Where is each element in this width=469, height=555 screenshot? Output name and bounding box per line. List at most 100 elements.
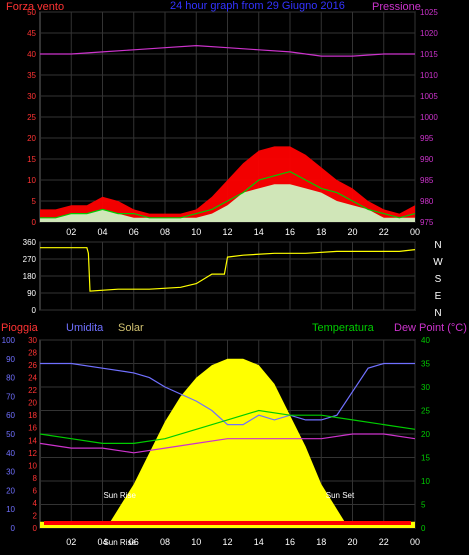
pressure-y-tick: 1005 (420, 92, 438, 101)
pressure-y-tick: 1015 (420, 50, 438, 59)
pressure-y-tick: 990 (420, 155, 434, 164)
wind-x-tick: 06 (129, 227, 139, 237)
wind-y-tick: 10 (27, 176, 36, 185)
direction-y-tick-labels: 0 90 180 270 360 (23, 238, 37, 315)
humidity-y-tick: 18 (28, 411, 37, 420)
temperature-x-tick: 02 (66, 537, 76, 547)
rain-y-tick: 50 (6, 430, 15, 439)
humidity-y-tick: 30 (28, 336, 37, 345)
wind-y-tick-labels: 0 5 10 15 20 25 30 35 40 45 50 (27, 8, 36, 227)
temperature-y-tick: 15 (421, 454, 430, 463)
temperature-x-tick: 18 (316, 537, 326, 547)
temperature-x-tick: 22 (379, 537, 389, 547)
humidity-line (40, 362, 415, 426)
pressure-y-tick: 985 (420, 176, 434, 185)
humidity-y-tick: 0 (33, 524, 38, 533)
wind-x-tick: 04 (97, 227, 107, 237)
sun-rise-label: Sun Rise (103, 491, 136, 500)
wind-y-tick: 25 (27, 113, 36, 122)
wind-speed-line (40, 170, 416, 219)
rain-y-tick: 70 (6, 392, 15, 401)
humidity-y-tick: 10 (28, 461, 37, 470)
wind-y-tick: 30 (27, 92, 36, 101)
pressure-y-tick-labels: 975 980 985 990 995 1000 1005 1010 1015 1020 1025 (420, 8, 438, 227)
temperature-x-tick: 10 (191, 537, 201, 547)
pressure-y-tick: 1000 (420, 113, 438, 122)
rain-y-tick: 40 (6, 449, 15, 458)
temperature-y-tick: 0 (421, 524, 426, 533)
rain-y-tick: 80 (6, 374, 15, 383)
wind-y-tick: 45 (27, 29, 36, 38)
rain-y-tick: 20 (6, 486, 15, 495)
temperature-x-tick: 12 (222, 537, 232, 547)
rain-y-tick: 30 (6, 468, 15, 477)
temperature-y-tick: 5 (421, 501, 426, 510)
wind-x-tick: 14 (254, 227, 264, 237)
humidity-y-tick: 8 (33, 474, 38, 483)
wind-direction-line (40, 247, 416, 292)
temperature-line (39, 409, 416, 444)
legend-item: Pioggia (1, 322, 39, 334)
wind-x-tick: 22 (379, 227, 389, 237)
humidity-y-tick: 24 (28, 374, 37, 383)
chart-title: 24 hour graph from 29 Giugno 2016 (170, 0, 345, 12)
wind-x-tick: 02 (66, 227, 76, 237)
pressure-y-tick: 1025 (420, 8, 438, 17)
compass-label: E (435, 291, 442, 302)
temperature-x-tick: 00 (410, 537, 420, 547)
temperature-x-tick: 20 (347, 537, 357, 547)
pressure-line (40, 44, 415, 57)
rain-y-tick: 100 (2, 336, 16, 345)
wind-x-tick: 20 (347, 227, 357, 237)
pressure-axis-title: Pressione (372, 1, 421, 13)
temperature-y-tick: 25 (421, 407, 430, 416)
humidity-y-tick: 12 (28, 449, 37, 458)
compass-label: S (435, 274, 442, 285)
humidity-y-tick: 16 (28, 424, 37, 433)
wind-y-tick: 20 (27, 134, 36, 143)
humidity-y-tick: 6 (33, 486, 38, 495)
wind-axis-title: Forza vento (6, 1, 64, 13)
compass-label: W (433, 257, 443, 268)
sun-rise-axis-label: Sun Rise (103, 538, 136, 547)
humidity-y-tick: 28 (28, 349, 37, 358)
temperature-y-tick: 35 (421, 360, 430, 369)
direction-y-tick: 180 (23, 272, 37, 281)
wind-y-tick: 40 (27, 50, 36, 59)
solar-area-fill (40, 358, 415, 528)
temperature-x-tick-labels: 02 04 06 08 10 12 14 16 18 20 22 00 (66, 537, 420, 547)
wind-y-tick: 15 (27, 155, 36, 164)
humidity-y-tick: 2 (33, 511, 38, 520)
rain-y-tick: 0 (11, 524, 16, 533)
temperature-series (39, 362, 416, 525)
humidity-y-tick: 26 (28, 361, 37, 370)
wind-x-tick: 10 (191, 227, 201, 237)
humidity-y-tick: 22 (28, 386, 37, 395)
temperature-x-tick: 14 (254, 537, 264, 547)
wind-y-tick: 5 (32, 197, 37, 206)
wind-x-tick: 16 (285, 227, 295, 237)
temperature-y-tick: 30 (421, 383, 430, 392)
temperature-x-tick: 16 (285, 537, 295, 547)
pressure-y-tick: 995 (420, 134, 434, 143)
temperature-legend: Pioggia Umidita Solar Temperatura Dew Point … (1, 322, 467, 334)
legend-item: Umidita (66, 322, 104, 334)
sun-set-label: Sun Set (326, 491, 355, 500)
sun-annotations: Sun Rise Sun Rise Sun Set (103, 491, 355, 547)
temperature-x-tick: 08 (160, 537, 170, 547)
rain-y-tick: 60 (6, 411, 15, 420)
pressure-y-tick: 980 (420, 197, 434, 206)
compass-label: N (434, 240, 441, 251)
pressure-y-tick: 1010 (420, 71, 438, 80)
wind-y-tick: 35 (27, 71, 36, 80)
wind-x-tick: 08 (160, 227, 170, 237)
rain-y-tick-labels: 0 10 20 30 40 50 60 70 80 90 100 (2, 336, 16, 533)
wind-x-tick-labels: 02 04 06 08 10 12 14 16 18 20 22 00 (66, 227, 420, 237)
rain-bar (44, 521, 411, 525)
temperature-y-tick: 10 (421, 477, 430, 486)
wind-y-tick: 50 (27, 8, 36, 17)
